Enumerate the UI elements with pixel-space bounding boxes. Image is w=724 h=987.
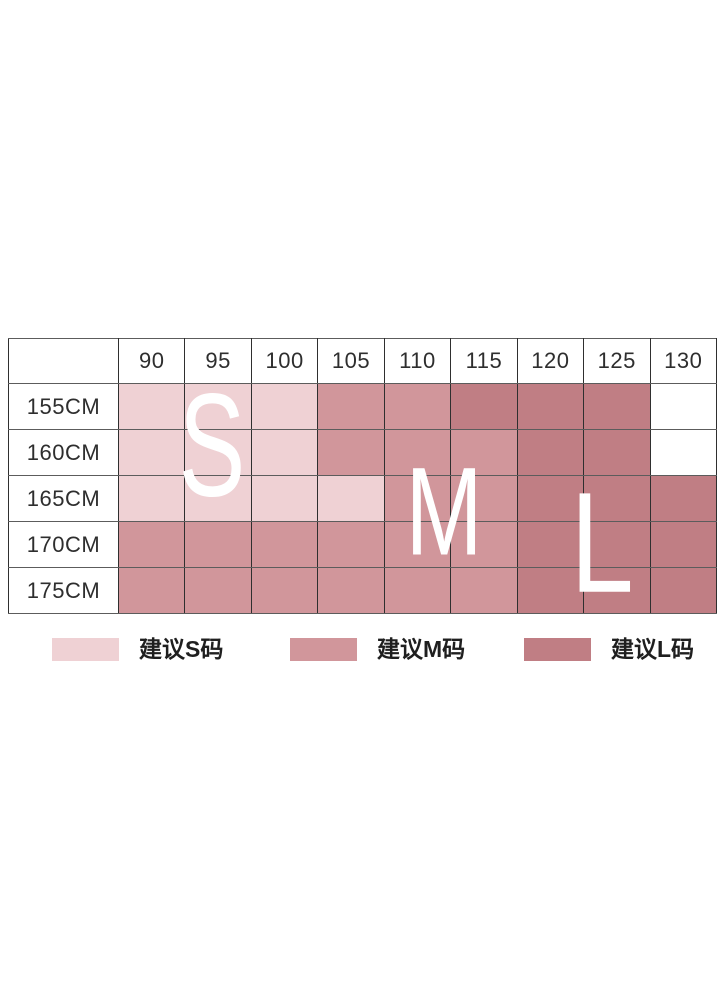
- row-header-170CM: 170CM: [8, 521, 119, 568]
- size-cell-120-175CM: [516, 567, 585, 614]
- size-cell-130-175CM: [649, 567, 717, 614]
- size-cell-95-165CM: [184, 475, 252, 522]
- size-cell-120-160CM: [516, 429, 585, 476]
- size-cell-105-160CM: [317, 429, 385, 476]
- legend-label-l: 建议L码: [611, 635, 695, 662]
- table-row-155CM: 155CM: [8, 383, 717, 430]
- table-body: 155CM 160CM 165CM 170CM 175CM: [8, 383, 717, 614]
- size-cell-100-170CM: [250, 521, 319, 568]
- size-table: 90 95 100 105 110 115 120 125 130 155CM 160CM 165C…: [8, 338, 717, 614]
- legend-swatch-l: [524, 637, 591, 661]
- header-row: 90 95 100 105 110 115 120 125 130: [8, 338, 717, 384]
- size-cell-120-170CM: [516, 521, 585, 568]
- legend: 建议S码 建议M码 建议L码: [0, 635, 724, 663]
- size-cell-125-175CM: [583, 567, 651, 614]
- size-cell-95-160CM: [184, 429, 252, 476]
- legend-swatch-s: [52, 637, 119, 661]
- legend-label-s: 建议S码: [139, 635, 224, 662]
- corner-cell: [8, 338, 119, 384]
- col-header-105: 105: [317, 338, 385, 384]
- legend-label-m: 建议M码: [377, 635, 466, 662]
- size-cell-120-165CM: [516, 475, 585, 522]
- size-cell-115-170CM: [450, 521, 518, 568]
- size-cell-120-155CM: [516, 383, 585, 430]
- col-header-125: 125: [583, 338, 651, 384]
- row-header-160CM: 160CM: [8, 429, 119, 476]
- size-cell-115-155CM: [450, 383, 518, 430]
- size-cell-90-170CM: [117, 521, 186, 568]
- size-cell-105-155CM: [317, 383, 385, 430]
- size-cell-100-175CM: [250, 567, 319, 614]
- overlay-letter-s: S: [178, 363, 246, 528]
- row-header-175CM: 175CM: [8, 567, 119, 614]
- size-cell-125-155CM: [583, 383, 651, 430]
- size-cell-90-165CM: [117, 475, 186, 522]
- legend-item-s: 建议S码: [52, 635, 223, 663]
- size-cell-90-155CM: [117, 383, 186, 430]
- size-cell-125-170CM: [583, 521, 651, 568]
- size-cell-105-170CM: [317, 521, 385, 568]
- table-row-160CM: 160CM: [8, 429, 717, 476]
- col-header-115: 115: [450, 338, 518, 384]
- overlay-letter-m: M: [405, 442, 483, 582]
- size-cell-130-155CM: [649, 383, 717, 430]
- col-header-100: 100: [250, 338, 319, 384]
- size-cell-90-160CM: [117, 429, 186, 476]
- table-row-170CM: 170CM: [8, 521, 717, 568]
- col-header-110: 110: [383, 338, 452, 384]
- size-cell-110-155CM: [383, 383, 452, 430]
- row-header-165CM: 165CM: [8, 475, 119, 522]
- size-cell-100-165CM: [250, 475, 319, 522]
- size-cell-115-160CM: [450, 429, 518, 476]
- col-header-130: 130: [649, 338, 717, 384]
- size-cell-115-175CM: [450, 567, 518, 614]
- size-cell-95-155CM: [184, 383, 252, 430]
- size-cell-95-170CM: [184, 521, 252, 568]
- overlay-letter-l: L: [570, 463, 634, 623]
- size-cell-130-160CM: [649, 429, 717, 476]
- col-header-95: 95: [184, 338, 252, 384]
- size-cell-105-175CM: [317, 567, 385, 614]
- legend-swatch-m: [290, 637, 357, 661]
- size-cell-130-165CM: [649, 475, 717, 522]
- col-header-90: 90: [117, 338, 186, 384]
- size-cell-110-175CM: [383, 567, 452, 614]
- size-cell-90-175CM: [117, 567, 186, 614]
- row-header-155CM: 155CM: [8, 383, 119, 430]
- size-cell-110-160CM: [383, 429, 452, 476]
- size-cell-130-170CM: [649, 521, 717, 568]
- table-row-165CM: 165CM: [8, 475, 717, 522]
- size-cell-100-155CM: [250, 383, 319, 430]
- size-cell-95-175CM: [184, 567, 252, 614]
- size-cell-115-165CM: [450, 475, 518, 522]
- legend-item-l: 建议L码: [524, 635, 694, 663]
- legend-item-m: 建议M码: [290, 635, 465, 663]
- size-cell-110-170CM: [383, 521, 452, 568]
- size-cell-125-165CM: [583, 475, 651, 522]
- col-header-120: 120: [516, 338, 585, 384]
- size-cell-100-160CM: [250, 429, 319, 476]
- table-row-175CM: 175CM: [8, 567, 717, 614]
- size-cell-105-165CM: [317, 475, 385, 522]
